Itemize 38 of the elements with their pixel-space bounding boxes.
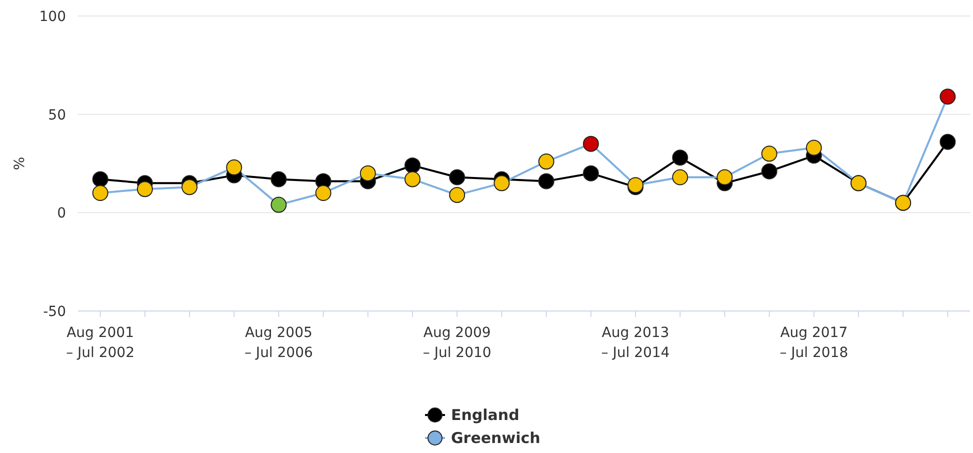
point <box>761 146 778 162</box>
y-axis-title: % <box>12 156 28 170</box>
x-tick-label: Aug 2005 – Jul 2006 <box>244 325 314 361</box>
point <box>136 181 153 198</box>
x-tick-label: Aug 2001 – Jul 2002 <box>66 325 135 361</box>
y-tick-label: 0 <box>57 206 66 222</box>
legend-label: England <box>451 406 520 424</box>
point <box>761 163 778 180</box>
point <box>672 150 688 166</box>
point <box>92 185 108 201</box>
point <box>672 169 688 186</box>
point <box>538 154 554 170</box>
point <box>716 169 733 186</box>
point <box>582 136 599 152</box>
point <box>92 171 108 188</box>
y-tick-label: 100 <box>39 9 66 25</box>
point <box>940 134 956 150</box>
x-tick-label: Aug 2017 – Jul 2018 <box>780 325 848 361</box>
y-tick-label: -50 <box>43 304 66 320</box>
legend-label: Greenwich <box>451 429 540 447</box>
x-tick-label: Aug 2013 – Jul 2014 <box>601 325 670 361</box>
y-tick-label: 50 <box>48 107 66 124</box>
point <box>226 159 242 176</box>
point <box>404 157 420 174</box>
point <box>449 169 466 186</box>
point <box>315 185 332 201</box>
point <box>449 186 466 203</box>
point <box>270 196 287 213</box>
point <box>360 165 376 182</box>
point <box>582 165 599 182</box>
point <box>806 140 822 156</box>
point <box>182 179 198 196</box>
x-tick-label: Aug 2009 – Jul 2010 <box>422 325 492 361</box>
point <box>270 171 287 188</box>
point <box>940 88 956 105</box>
point <box>404 171 420 188</box>
point <box>538 173 554 190</box>
point <box>494 175 510 192</box>
